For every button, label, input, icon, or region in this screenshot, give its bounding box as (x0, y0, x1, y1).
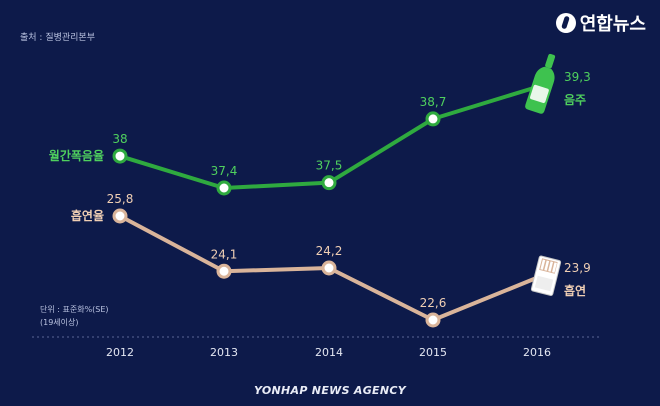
data-label: 38,7 (420, 95, 447, 109)
unit-label: 단위 : 표준화%(SE) (40, 305, 109, 314)
x-tick-label: 2016 (523, 346, 551, 359)
series-name-label: 월간폭음율 (49, 148, 104, 163)
unit-note: 단위 : 표준화%(SE) (19세이상) (40, 303, 109, 329)
logo-text: 연합뉴스 (579, 14, 646, 35)
data-label: 39,3 (564, 70, 591, 84)
data-point (216, 180, 232, 196)
series-name-label: 흡연율 (71, 208, 104, 223)
data-point (425, 111, 441, 127)
yonhap-logo-icon (555, 13, 576, 33)
data-point (321, 175, 337, 191)
series-end-label: 흡연 (564, 283, 586, 298)
series-end-label: 음주 (564, 92, 586, 107)
unit-population: (19세이상) (40, 318, 79, 327)
source-note: 출처 : 질병관리본부 (20, 33, 95, 43)
data-label: 23,9 (564, 261, 591, 275)
data-point (321, 260, 337, 276)
cigarette-pack-icon (530, 255, 562, 296)
soju-bottle-icon (525, 53, 556, 114)
x-tick-label: 2014 (315, 346, 343, 359)
agency-footer: YONHAP NEWS AGENCY (253, 384, 407, 397)
data-point (216, 263, 232, 279)
series-line-0 (119, 85, 538, 190)
x-tick-label: 2012 (106, 346, 134, 359)
x-tick-label: 2013 (210, 346, 238, 359)
data-point (112, 148, 128, 164)
yonhap-logo: 연합뉴스 (555, 10, 646, 36)
data-label: 37,4 (211, 164, 238, 178)
data-label: 38 (112, 132, 127, 146)
data-point (425, 312, 441, 328)
data-label: 22,6 (420, 296, 447, 310)
data-label: 24,1 (211, 247, 238, 261)
data-point (112, 208, 128, 224)
data-label: 25,8 (107, 192, 134, 206)
data-label: 37,5 (316, 159, 343, 173)
data-label: 24,2 (316, 244, 343, 258)
x-tick-label: 2015 (419, 346, 447, 359)
